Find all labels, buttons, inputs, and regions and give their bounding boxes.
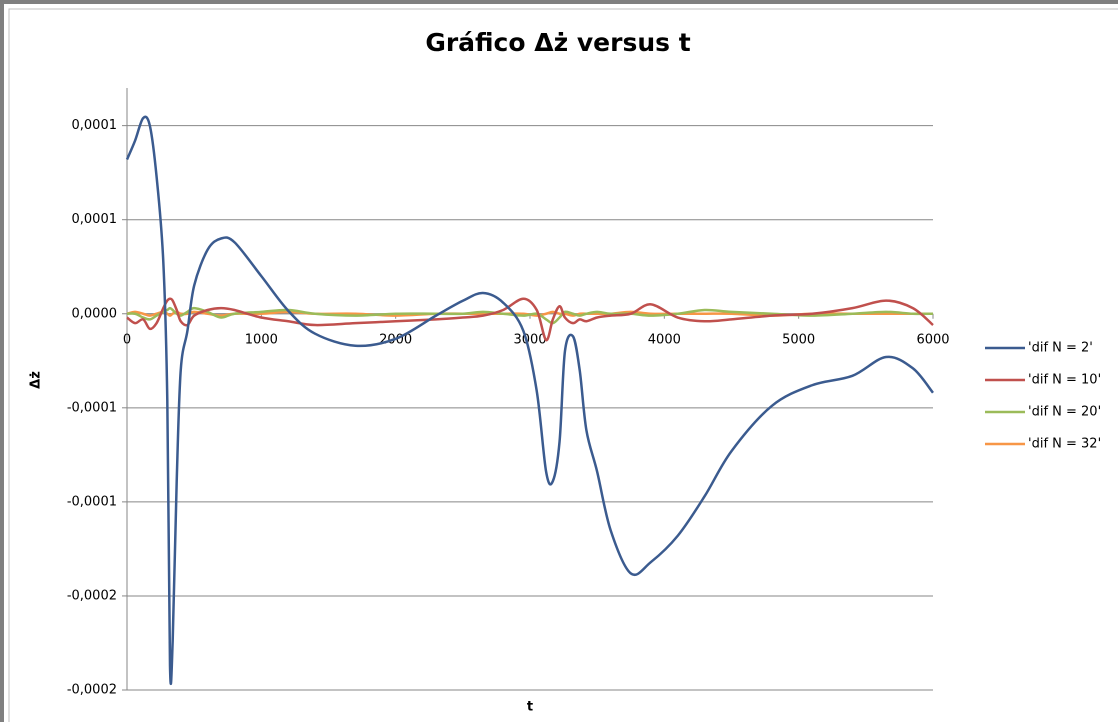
x-tick-label: 4000 [648, 332, 681, 347]
line-series [126, 306, 934, 325]
x-tick-label: 6000 [916, 332, 949, 347]
chart-title: Gráfico Δż versus t [425, 28, 690, 57]
y-tick-label: 0,0001 [72, 212, 118, 227]
x-tick-label: 3000 [513, 332, 546, 347]
line-series [125, 115, 934, 685]
y-tick-label: 0,0001 [72, 118, 118, 133]
y-tick-label: 0,0000 [72, 306, 118, 321]
chart-border [8, 8, 1118, 722]
x-axis-title: t [527, 700, 533, 715]
x-tick-label: 0 [123, 332, 131, 347]
line-series [126, 297, 934, 342]
x-tick-label: 5000 [782, 332, 815, 347]
legend-label: 'dif N = 20' [1028, 405, 1101, 420]
y-tick-label: -0,0001 [67, 494, 117, 509]
y-tick-label: -0,0002 [67, 588, 117, 603]
legend-label: 'dif N = 2' [1028, 341, 1093, 356]
x-tick-label: 1000 [245, 332, 278, 347]
y-tick-label: -0,0001 [67, 400, 117, 415]
y-axis-title: Δż [29, 371, 44, 389]
y-tick-label: -0,0002 [67, 683, 117, 698]
legend-label: 'dif N = 10' [1028, 373, 1101, 388]
legend-label: 'dif N = 32' [1028, 437, 1101, 452]
